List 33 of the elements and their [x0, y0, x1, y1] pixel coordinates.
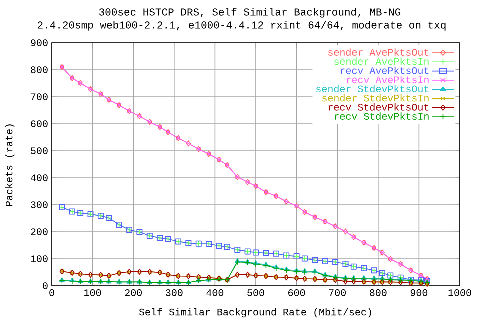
- legend-label: recv AvePktsOut: [340, 66, 429, 74]
- legend-label: sender AvePktsOut: [328, 48, 429, 56]
- y-tick-label: 500: [31, 148, 48, 154]
- x-tick-label: 1000: [448, 290, 472, 296]
- y-tick-label: 700: [31, 94, 48, 100]
- y-axis-title: Packets (rate): [5, 124, 15, 206]
- chart-title: 300sec HSTCP DRS, Self Similar Background, MB-NG: [99, 8, 401, 18]
- legend-label: recv AvePktsIn: [346, 76, 429, 84]
- x-tick-label: 900: [410, 290, 428, 296]
- x-tick-label: 700: [329, 290, 346, 296]
- legend-label: sender StdevPktsIn: [322, 94, 429, 102]
- y-tick-label: 600: [31, 120, 48, 128]
- legend-label: recv StdevPktsIn: [334, 112, 429, 120]
- x-tick-label: 800: [370, 290, 387, 296]
- y-tick-label: 300: [31, 202, 48, 208]
- legend-label: recv StdevPktsOut: [328, 104, 429, 111]
- legend-label: sender StdevPktsOut: [316, 85, 429, 93]
- y-tick-label: 0: [43, 282, 48, 290]
- x-tick-label: 500: [248, 290, 264, 296]
- y-tick-label: 900: [31, 40, 48, 46]
- x-tick-label: 200: [125, 290, 142, 296]
- y-tick-label: 200: [31, 228, 48, 236]
- x-tick-label: 0: [50, 290, 54, 296]
- x-tick-label: 400: [206, 290, 224, 296]
- y-tick-label: 800: [31, 66, 48, 74]
- x-tick-label: 100: [84, 290, 102, 296]
- x-axis-title: Self Similar Background Rate (Mbit/sec): [139, 308, 372, 318]
- chart-subtitle: 2.4.20smp web100-2.2.1, e1000-4.4.12 rxint 64/64, moderate on txq: [38, 21, 446, 31]
- y-tick-label: 100: [31, 256, 48, 262]
- legend-label: sender AvePktsIn: [334, 58, 429, 66]
- x-tick-label: 600: [288, 290, 306, 296]
- y-tick-label: 400: [30, 174, 48, 182]
- x-tick-label: 300: [166, 290, 183, 296]
